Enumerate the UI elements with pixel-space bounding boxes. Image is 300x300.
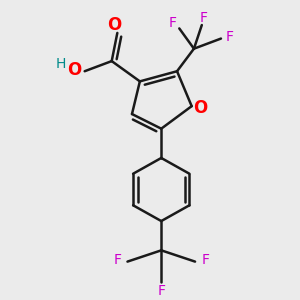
Text: F: F (226, 30, 234, 44)
Text: O: O (194, 99, 208, 117)
Text: F: F (169, 16, 176, 30)
Text: H: H (56, 58, 66, 71)
Text: O: O (68, 61, 82, 79)
Text: O: O (107, 16, 121, 34)
Text: F: F (157, 284, 165, 298)
Text: F: F (113, 254, 121, 268)
Text: F: F (200, 11, 208, 25)
Text: F: F (201, 254, 209, 268)
